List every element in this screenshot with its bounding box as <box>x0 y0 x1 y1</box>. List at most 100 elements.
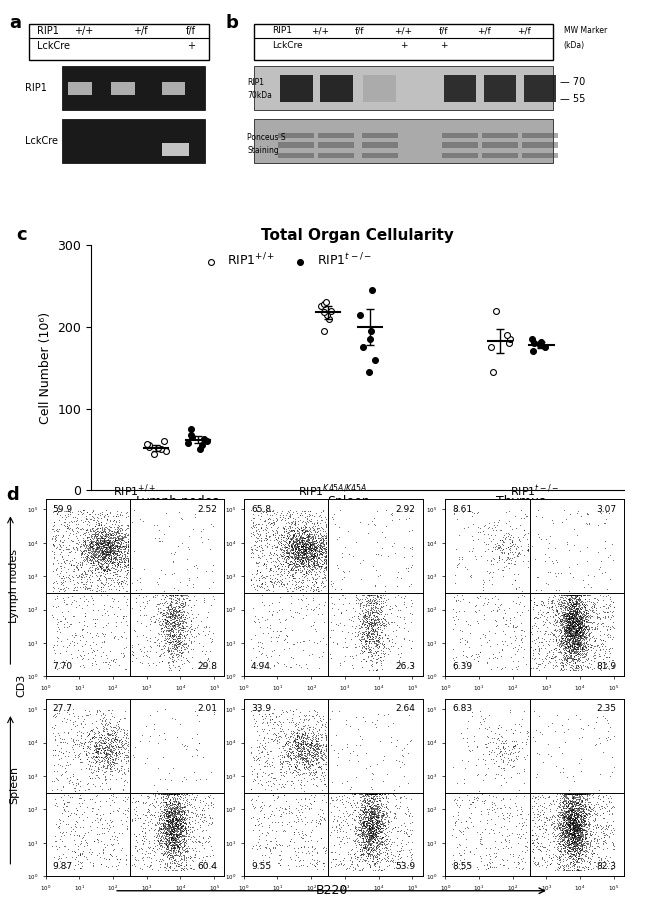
Point <box>161 820 172 834</box>
Point <box>306 747 317 762</box>
Point <box>370 663 381 677</box>
Point <box>372 821 383 835</box>
Point <box>291 548 302 562</box>
Point <box>49 732 60 746</box>
Point <box>373 815 384 830</box>
Point <box>169 806 179 821</box>
Point <box>168 616 179 630</box>
Point <box>249 510 259 525</box>
Point <box>374 814 384 829</box>
Point <box>168 791 178 805</box>
Point <box>458 827 468 842</box>
Point <box>454 823 464 837</box>
Point <box>558 596 569 610</box>
Point <box>561 835 571 850</box>
Point <box>299 558 309 573</box>
Point <box>280 550 291 565</box>
Point <box>168 821 179 835</box>
Point <box>108 565 118 579</box>
Point <box>165 602 176 617</box>
Point <box>386 635 396 649</box>
Point <box>567 609 577 624</box>
Point <box>289 540 300 555</box>
Point <box>76 560 86 575</box>
Point <box>565 637 575 651</box>
Point <box>157 805 168 820</box>
Point <box>169 832 179 846</box>
Point <box>578 802 589 816</box>
Point <box>166 607 177 621</box>
Point <box>55 813 65 827</box>
Point <box>531 802 541 816</box>
Point <box>335 503 345 518</box>
Point <box>306 788 316 803</box>
Point <box>515 595 525 609</box>
Point <box>359 805 370 820</box>
Point <box>385 839 395 854</box>
Point <box>562 602 573 617</box>
Point <box>105 711 115 725</box>
Point <box>601 504 611 518</box>
Point <box>312 558 322 572</box>
Point <box>299 740 309 755</box>
Point <box>563 794 573 809</box>
Point <box>172 635 183 649</box>
Point <box>571 809 581 824</box>
Point <box>314 755 324 769</box>
Point <box>174 795 184 810</box>
Point <box>99 546 110 560</box>
Point <box>558 847 568 862</box>
Point <box>317 716 327 731</box>
Point <box>168 625 178 639</box>
Point <box>287 539 297 554</box>
Point <box>112 830 122 844</box>
Point <box>123 554 133 568</box>
Point <box>300 540 310 555</box>
Point <box>186 830 196 844</box>
Point <box>164 847 174 862</box>
Point <box>174 590 184 605</box>
Point <box>358 625 369 639</box>
Point <box>257 504 267 518</box>
Point <box>100 559 110 574</box>
Point <box>320 813 330 827</box>
Point <box>562 849 573 864</box>
Point <box>562 845 572 860</box>
Point <box>369 824 380 838</box>
Point <box>166 825 176 840</box>
Point <box>62 521 73 536</box>
Point <box>295 732 306 746</box>
Point <box>362 799 372 814</box>
Point <box>369 788 379 803</box>
Point <box>560 625 570 639</box>
Point <box>517 862 528 876</box>
Point <box>327 601 337 616</box>
Point <box>292 553 303 568</box>
Point <box>389 615 400 629</box>
Point <box>603 830 614 844</box>
Point <box>563 791 573 805</box>
Point <box>275 854 285 868</box>
Point <box>578 608 589 623</box>
Point <box>173 637 183 652</box>
Point <box>520 854 530 869</box>
Point <box>97 547 107 561</box>
Point <box>508 640 518 655</box>
Point <box>593 856 604 871</box>
Point <box>554 739 564 754</box>
Point <box>168 845 178 860</box>
Point <box>276 561 287 576</box>
Point <box>574 609 584 624</box>
Point <box>356 620 366 635</box>
Point <box>116 563 126 577</box>
Point <box>123 537 133 551</box>
Point <box>182 787 192 802</box>
Point <box>181 641 192 656</box>
Point <box>575 824 585 838</box>
Point <box>561 809 571 824</box>
Point <box>370 841 381 855</box>
Point <box>168 806 179 821</box>
Point <box>176 827 186 842</box>
Point <box>172 834 183 849</box>
Point <box>99 577 110 591</box>
